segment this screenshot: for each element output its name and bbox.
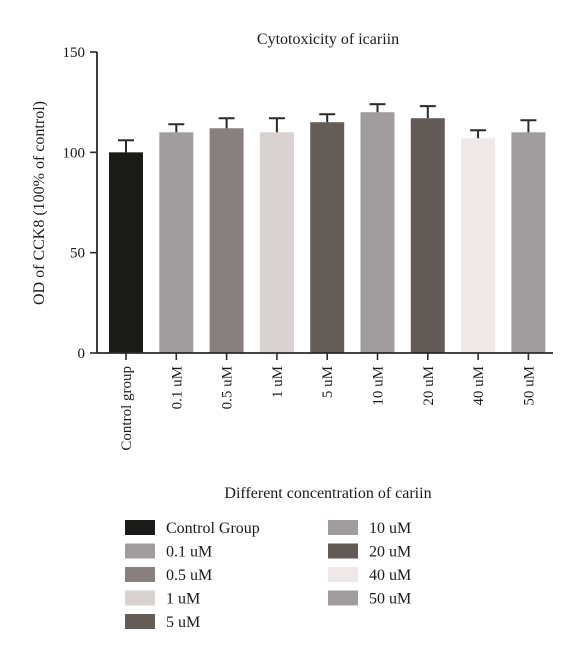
legend: Control Group 0.1 uM 0.5 uM 1 uM 5 uM 10 uM 20… <box>125 520 411 631</box>
legend-label: 1 uM <box>166 591 200 608</box>
x-tick-label: 5 uM <box>320 366 336 398</box>
legend-item: 1 uM <box>125 590 200 608</box>
legend-swatch <box>328 590 358 606</box>
x-tick-label: 1 uM <box>270 366 286 398</box>
legend-label: 10 uM <box>369 520 411 537</box>
legend-item: 0.5 uM <box>125 567 212 584</box>
error-bar <box>218 117 235 129</box>
bar <box>259 132 294 353</box>
legend-swatch <box>328 520 358 535</box>
y-tick-label: 0 <box>78 346 86 362</box>
legend-item: 20 uM <box>328 543 411 561</box>
legend-item: 5 uM <box>125 614 200 631</box>
x-tick-label: 50 uM <box>521 366 537 406</box>
y-tick-label: 100 <box>63 145 86 161</box>
legend-swatch <box>125 543 155 559</box>
x-tick-label: 20 uM <box>421 366 437 406</box>
bar <box>310 122 345 353</box>
legend-swatch <box>125 520 155 535</box>
bar <box>109 152 143 353</box>
error-bar <box>419 105 436 119</box>
legend-label: 50 uM <box>369 591 411 608</box>
y-tick-label: 150 <box>63 45 86 61</box>
x-tick-label: 40 uM <box>471 366 487 406</box>
x-tick-label: 0.5 uM <box>220 366 236 409</box>
error-bar <box>470 129 487 139</box>
error-bar <box>118 139 134 153</box>
error-bar <box>520 119 537 133</box>
x-tick-label: 10 uM <box>371 366 387 406</box>
legend-swatch <box>328 543 358 559</box>
bars-layer <box>109 103 546 353</box>
legend-swatch <box>125 614 155 629</box>
bar <box>461 138 496 353</box>
legend-label: 40 uM <box>369 567 411 584</box>
bar <box>410 118 445 353</box>
legend-item: Control Group <box>125 520 260 537</box>
error-bar <box>268 117 285 133</box>
bar <box>159 132 194 353</box>
x-tick-label: Control group <box>119 366 135 451</box>
legend-label: 0.5 uM <box>166 567 212 584</box>
legend-label: 5 uM <box>166 614 200 631</box>
error-bar <box>319 113 336 123</box>
legend-label: 0.1 uM <box>166 544 212 561</box>
error-bar <box>369 103 386 113</box>
legend-item: 0.1 uM <box>125 543 212 561</box>
x-axis-label: Different concentration of cariin <box>224 485 431 502</box>
legend-label: Control Group <box>166 520 260 537</box>
y-axis-label: OD of CCK8 (100% of control) <box>31 101 48 305</box>
legend-swatch <box>125 567 155 582</box>
legend-item: 40 uM <box>328 567 411 584</box>
bar <box>511 132 546 353</box>
y-tick-label: 50 <box>70 246 85 262</box>
legend-swatch <box>125 590 155 606</box>
x-tick-label: 0.1 uM <box>169 366 185 409</box>
bar <box>360 112 395 353</box>
legend-label: 20 uM <box>369 544 411 561</box>
axes-layer: Control group 0.1 uM 0.5 uM 1 uM 5 uM 10 uM 20… <box>63 45 553 451</box>
bar <box>209 128 244 353</box>
legend-item: 10 uM <box>328 520 411 537</box>
legend-item: 50 uM <box>328 590 411 608</box>
error-bar <box>168 123 185 133</box>
chart-title: Cytotoxicity of icariin <box>257 31 399 48</box>
legend-swatch <box>328 567 358 582</box>
